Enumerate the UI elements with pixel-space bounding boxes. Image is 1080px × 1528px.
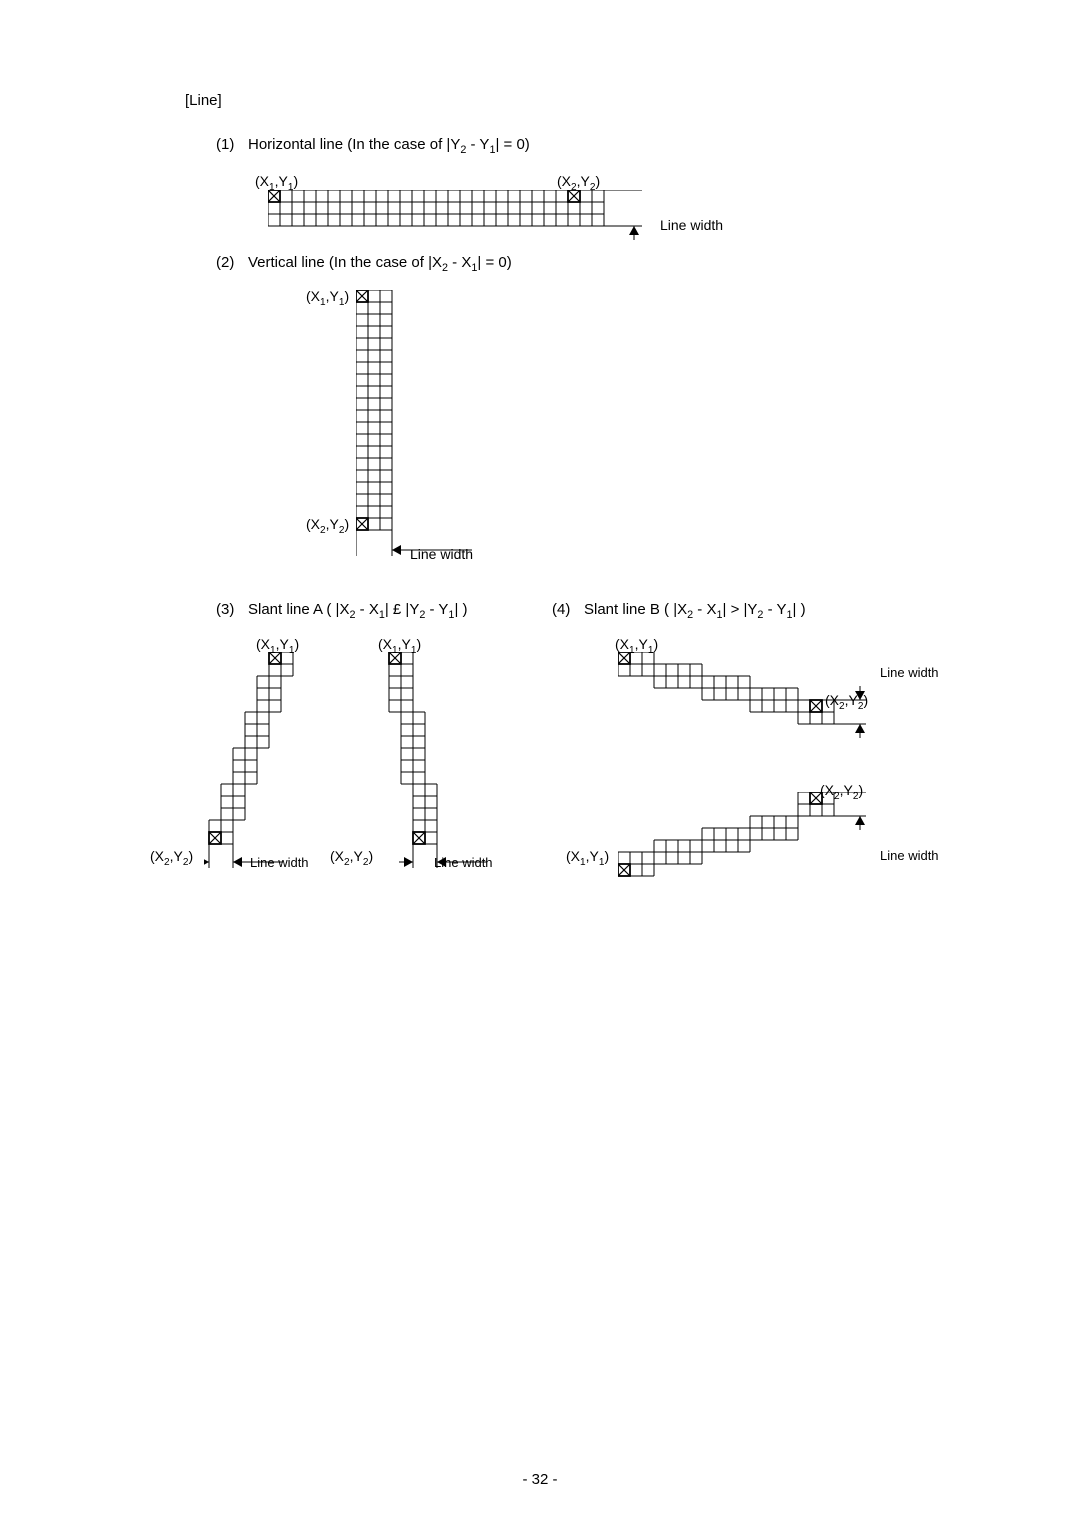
diagram-vertical (356, 290, 516, 580)
diagram-slant-a-right (384, 652, 524, 892)
item4-caption: Slant line B ( |X2 - X1| > |Y2 - Y1| ) (584, 601, 806, 621)
diagram-slant-a-left (204, 652, 344, 892)
page: [Line] (1) Horizontal line (In the case … (0, 0, 1080, 1528)
diagram-slant-b-bottom (618, 792, 898, 902)
item2-coord2: (X2,Y2) (306, 516, 349, 536)
item4b-coord1: (X1,Y1) (566, 848, 609, 868)
diagram-horizontal (268, 190, 688, 250)
diagram-slant-b-top (618, 652, 898, 762)
item1-caption: Horizontal line (In the case of |Y2 - Y1… (248, 136, 530, 156)
item3-caption: Slant line A ( |X2 - X1| £ |Y2 - Y1| ) (248, 601, 468, 621)
page-number: - 32 - (0, 1471, 1080, 1488)
item2-caption: Vertical line (In the case of |X2 - X1| … (248, 254, 512, 274)
item3b-coord2: (X2,Y2) (330, 848, 373, 868)
item1-num: (1) (216, 136, 234, 153)
section-title: [Line] (185, 92, 222, 109)
item4-num: (4) (552, 601, 570, 618)
item2-coord1: (X1,Y1) (306, 288, 349, 308)
item3-num: (3) (216, 601, 234, 618)
item2-num: (2) (216, 254, 234, 271)
item3a-coord2: (X2,Y2) (150, 848, 193, 868)
